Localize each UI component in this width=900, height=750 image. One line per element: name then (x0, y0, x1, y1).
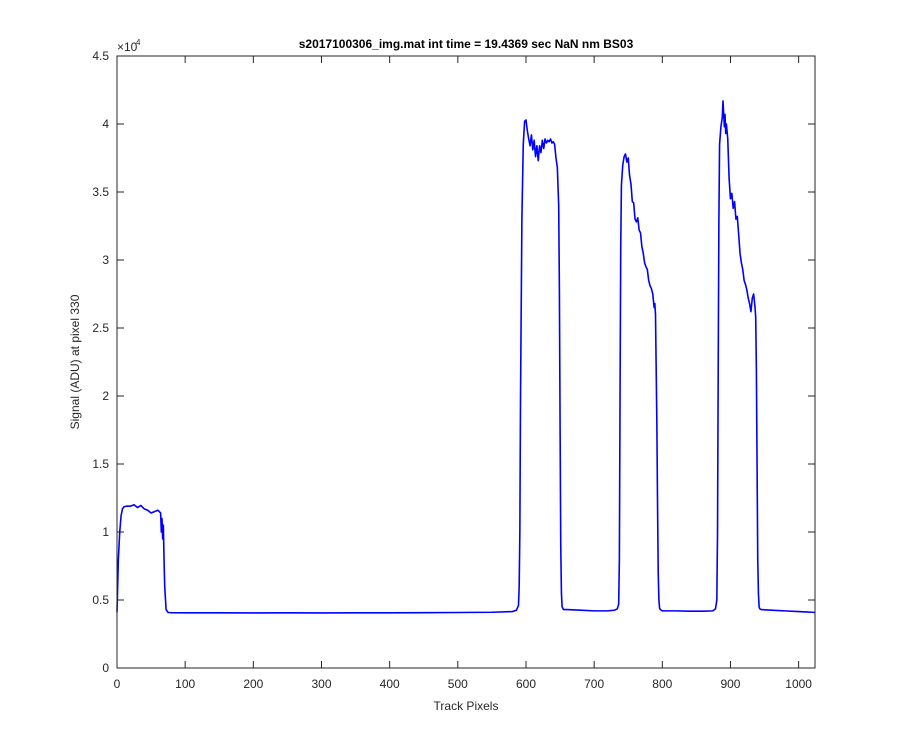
x-tick-label: 500 (448, 677, 468, 691)
x-tick-label: 100 (175, 677, 195, 691)
y-tick-label: 3 (102, 253, 109, 267)
x-tick-label: 800 (652, 677, 672, 691)
y-axis-exponent: ×10 4 (117, 38, 141, 54)
y-axis-label: Signal (ADU) at pixel 330 (68, 294, 82, 429)
y-tick-label: 1.5 (92, 457, 109, 471)
y-tick-label: 2 (102, 389, 109, 403)
y-exponent-power: 4 (136, 38, 141, 47)
y-tick-label: 0 (102, 661, 109, 675)
x-axis-label: Track Pixels (434, 699, 499, 713)
x-tick-label: 700 (584, 677, 604, 691)
series-layer (116, 100, 816, 614)
x-tick-label: 300 (311, 677, 331, 691)
axes-box (116, 55, 816, 669)
x-tick-label: 600 (516, 677, 536, 691)
y-tick-label: 4.5 (92, 49, 109, 63)
y-tick-label: 2.5 (92, 321, 109, 335)
x-tick-label: 400 (380, 677, 400, 691)
x-axis-ticks: 0 100 200 300 400 500 600 700 800 900 1000 (114, 56, 812, 691)
y-axis-ticks: 0 0.5 1 1.5 2 2.5 3 3.5 4 4.5 (92, 49, 815, 675)
y-tick-label: 3.5 (92, 185, 109, 199)
x-tick-label: 1000 (785, 677, 812, 691)
chart-title: s2017100306_img.mat int time = 19.4369 s… (299, 37, 634, 51)
y-tick-label: 4 (102, 117, 109, 131)
signal-series-line (116, 100, 816, 614)
y-tick-label: 0.5 (92, 593, 109, 607)
y-exponent-base: ×10 (117, 40, 138, 54)
x-tick-label: 0 (114, 677, 121, 691)
y-tick-label: 1 (102, 525, 109, 539)
x-tick-label: 200 (243, 677, 263, 691)
x-tick-label: 900 (720, 677, 740, 691)
plot-area (117, 56, 815, 668)
